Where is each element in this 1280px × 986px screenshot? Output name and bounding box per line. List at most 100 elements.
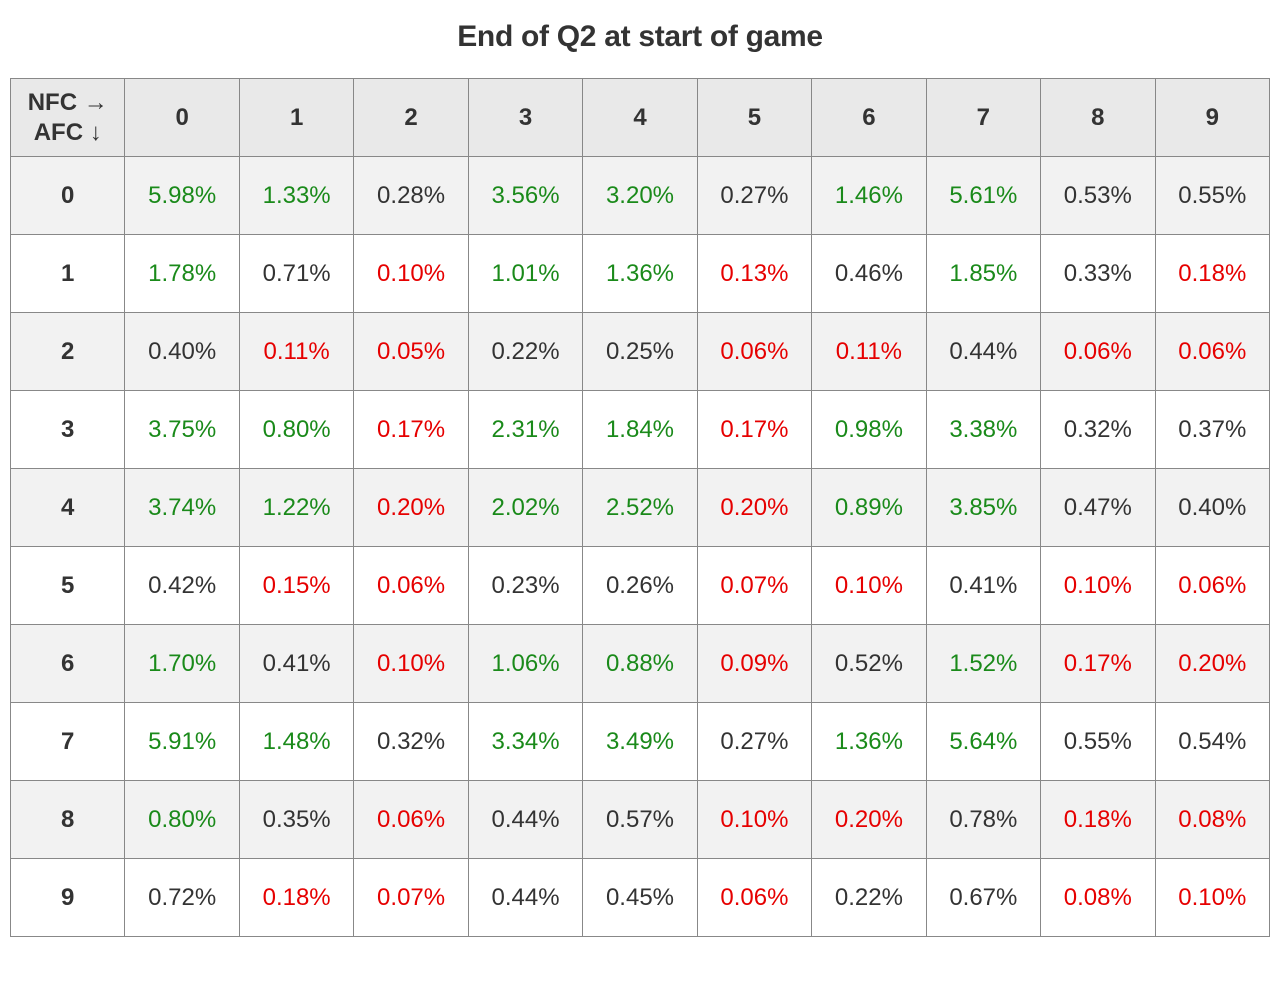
row-header: 0 (11, 157, 125, 235)
cell: 0.89% (812, 469, 926, 547)
cell: 0.35% (239, 781, 353, 859)
corner-line-1: NFC → (28, 89, 108, 116)
corner-line-2: AFC ↓ (34, 119, 102, 146)
table-row: 90.72%0.18%0.07%0.44%0.45%0.06%0.22%0.67… (11, 859, 1270, 937)
cell: 0.06% (697, 859, 811, 937)
cell: 0.25% (583, 313, 697, 391)
cell: 0.10% (354, 625, 468, 703)
cell: 0.57% (583, 781, 697, 859)
cell: 0.05% (354, 313, 468, 391)
table-row: 61.70%0.41%0.10%1.06%0.88%0.09%0.52%1.52… (11, 625, 1270, 703)
cell: 0.55% (1041, 703, 1155, 781)
cell: 0.10% (697, 781, 811, 859)
cell: 5.91% (125, 703, 239, 781)
cell: 1.06% (468, 625, 582, 703)
table-row: 75.91%1.48%0.32%3.34%3.49%0.27%1.36%5.64… (11, 703, 1270, 781)
cell: 0.20% (697, 469, 811, 547)
cell: 0.47% (1041, 469, 1155, 547)
cell: 1.84% (583, 391, 697, 469)
cell: 0.45% (583, 859, 697, 937)
col-header: 9 (1155, 79, 1269, 157)
cell: 1.70% (125, 625, 239, 703)
table-row: 05.98%1.33%0.28%3.56%3.20%0.27%1.46%5.61… (11, 157, 1270, 235)
cell: 0.72% (125, 859, 239, 937)
row-header: 7 (11, 703, 125, 781)
cell: 0.40% (1155, 469, 1269, 547)
cell: 0.10% (1041, 547, 1155, 625)
col-header: 5 (697, 79, 811, 157)
cell: 0.41% (926, 547, 1040, 625)
cell: 0.10% (354, 235, 468, 313)
col-header: 6 (812, 79, 926, 157)
table-row: 50.42%0.15%0.06%0.23%0.26%0.07%0.10%0.41… (11, 547, 1270, 625)
row-header: 3 (11, 391, 125, 469)
cell: 3.34% (468, 703, 582, 781)
col-header: 4 (583, 79, 697, 157)
table-head: NFC → AFC ↓ 0123456789 (11, 79, 1270, 157)
cell: 0.27% (697, 157, 811, 235)
col-header: 1 (239, 79, 353, 157)
page-title: End of Q2 at start of game (10, 20, 1270, 54)
cell: 0.18% (1155, 235, 1269, 313)
cell: 0.54% (1155, 703, 1269, 781)
cell: 1.78% (125, 235, 239, 313)
cell: 0.17% (697, 391, 811, 469)
cell: 0.55% (1155, 157, 1269, 235)
cell: 0.06% (354, 781, 468, 859)
cell: 0.11% (812, 313, 926, 391)
cell: 0.06% (697, 313, 811, 391)
cell: 0.67% (926, 859, 1040, 937)
corner-header: NFC → AFC ↓ (11, 79, 125, 157)
table-row: 80.80%0.35%0.06%0.44%0.57%0.10%0.20%0.78… (11, 781, 1270, 859)
cell: 0.80% (125, 781, 239, 859)
cell: 1.46% (812, 157, 926, 235)
cell: 0.40% (125, 313, 239, 391)
cell: 0.22% (468, 313, 582, 391)
cell: 5.61% (926, 157, 1040, 235)
cell: 0.06% (354, 547, 468, 625)
cell: 5.98% (125, 157, 239, 235)
probability-table: NFC → AFC ↓ 0123456789 05.98%1.33%0.28% 3… (10, 78, 1270, 937)
cell: 3.75% (125, 391, 239, 469)
cell: 1.85% (926, 235, 1040, 313)
col-header: 2 (354, 79, 468, 157)
cell: 0.06% (1155, 547, 1269, 625)
cell: 0.26% (583, 547, 697, 625)
cell: 5.64% (926, 703, 1040, 781)
cell: 1.33% (239, 157, 353, 235)
cell: 0.07% (354, 859, 468, 937)
cell: 0.13% (697, 235, 811, 313)
cell: 0.15% (239, 547, 353, 625)
cell: 0.32% (354, 703, 468, 781)
cell: 0.18% (239, 859, 353, 937)
cell: 0.28% (354, 157, 468, 235)
cell: 3.20% (583, 157, 697, 235)
cell: 0.71% (239, 235, 353, 313)
cell: 0.22% (812, 859, 926, 937)
cell: 2.31% (468, 391, 582, 469)
cell: 3.38% (926, 391, 1040, 469)
col-header: 7 (926, 79, 1040, 157)
cell: 0.17% (354, 391, 468, 469)
cell: 0.27% (697, 703, 811, 781)
cell: 0.17% (1041, 625, 1155, 703)
row-header: 2 (11, 313, 125, 391)
row-header: 4 (11, 469, 125, 547)
cell: 0.41% (239, 625, 353, 703)
col-header: 0 (125, 79, 239, 157)
cell: 0.88% (583, 625, 697, 703)
cell: 0.10% (1155, 859, 1269, 937)
cell: 1.36% (812, 703, 926, 781)
cell: 0.44% (468, 859, 582, 937)
cell: 0.18% (1041, 781, 1155, 859)
cell: 1.01% (468, 235, 582, 313)
row-header: 9 (11, 859, 125, 937)
cell: 0.37% (1155, 391, 1269, 469)
cell: 3.74% (125, 469, 239, 547)
cell: 0.08% (1155, 781, 1269, 859)
cell: 0.09% (697, 625, 811, 703)
cell: 0.08% (1041, 859, 1155, 937)
cell: 2.02% (468, 469, 582, 547)
cell: 3.49% (583, 703, 697, 781)
cell: 1.52% (926, 625, 1040, 703)
